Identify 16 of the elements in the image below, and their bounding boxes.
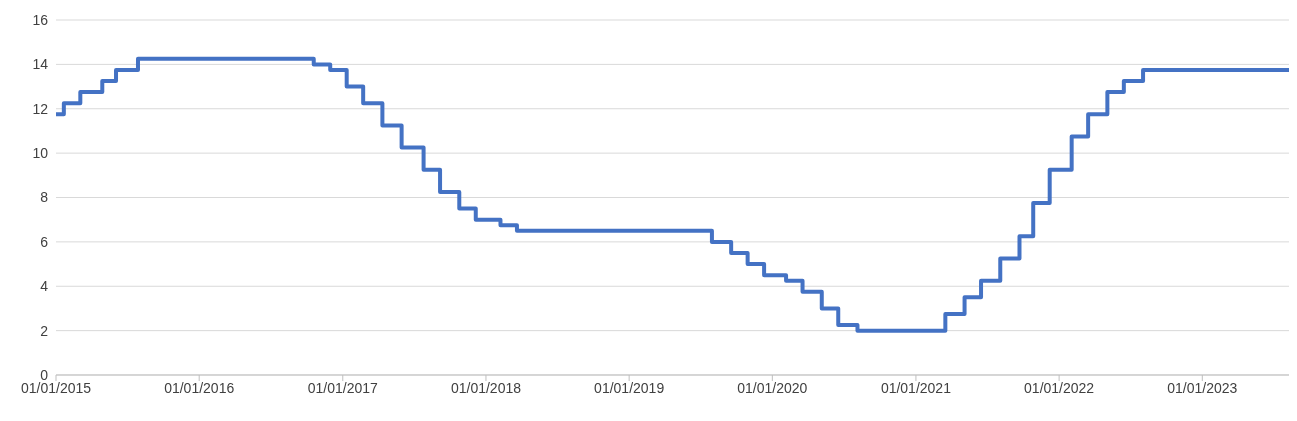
y-tick-label: 16 <box>32 11 49 28</box>
y-tick-label: 4 <box>40 278 49 295</box>
x-tick-label: 01/01/2023 <box>1167 379 1238 396</box>
x-tick-label: 01/01/2021 <box>880 379 952 396</box>
y-tick-label: 2 <box>40 322 49 339</box>
x-tick-label: 01/01/2017 <box>307 379 379 396</box>
y-tick-label: 12 <box>32 100 49 117</box>
y-tick-label: 8 <box>40 189 49 206</box>
x-tick-label: 01/01/2018 <box>450 379 522 396</box>
y-tick-label: 6 <box>40 233 49 250</box>
x-tick-label: 01/01/2019 <box>594 379 665 396</box>
x-tick-label: 01/01/2020 <box>737 379 808 396</box>
x-tick-label: 01/01/2016 <box>164 379 235 396</box>
y-tick-label: 14 <box>32 56 49 73</box>
y-tick-label: 10 <box>32 145 49 162</box>
x-tick-label: 01/01/2022 <box>1024 379 1095 396</box>
